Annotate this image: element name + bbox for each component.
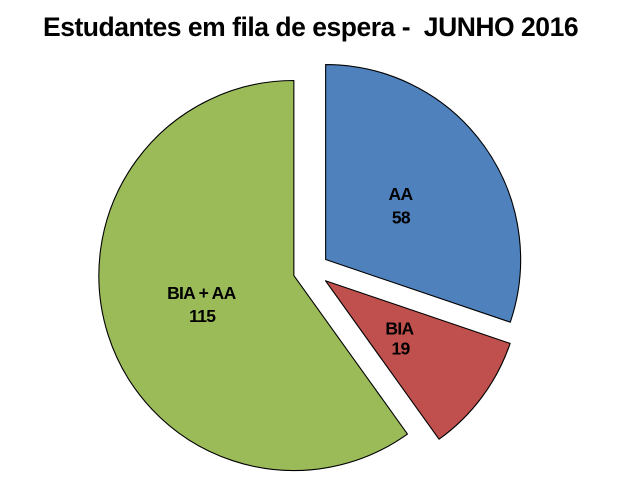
- svg-text:AA: AA: [389, 184, 414, 204]
- svg-text:58: 58: [392, 208, 411, 228]
- svg-text:BIA + AA: BIA + AA: [167, 283, 237, 303]
- svg-text:19: 19: [391, 338, 410, 358]
- svg-text:115: 115: [189, 306, 216, 326]
- svg-text:BIA: BIA: [385, 318, 414, 338]
